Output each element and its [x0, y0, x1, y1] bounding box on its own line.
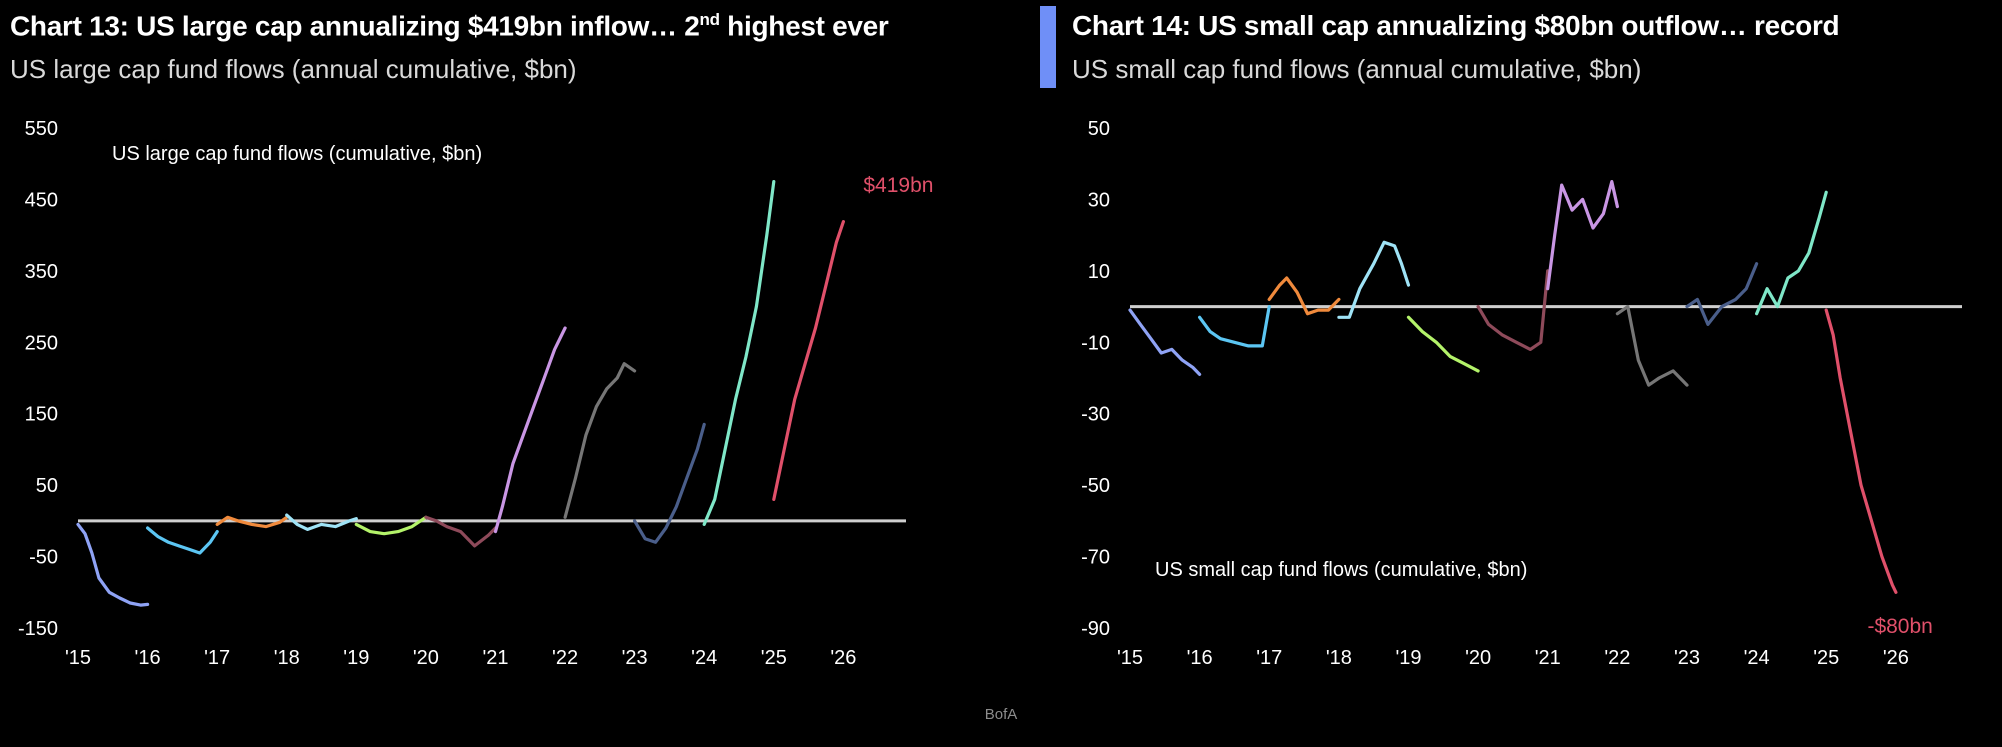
x-tick-label: '17 [204, 647, 230, 669]
y-tick-label: -50 [1081, 475, 1110, 497]
x-tick-label: '18 [1326, 647, 1352, 669]
y-tick-label: -10 [1081, 332, 1110, 354]
y-tick-label: -150 [18, 618, 58, 640]
y-tick-label: -70 [1081, 547, 1110, 569]
inner-chart-label: US small cap fund flows (cumulative, $bn… [1155, 559, 1527, 581]
x-tick-label: '21 [1535, 647, 1561, 669]
series-line [493, 326, 567, 534]
x-tick-label: '26 [1883, 647, 1909, 669]
series-line [215, 515, 289, 529]
x-tick-label: '15 [65, 647, 91, 669]
series-line [1755, 190, 1828, 316]
series-line [563, 362, 637, 519]
x-tick-label: '23 [1674, 647, 1700, 669]
x-tick-label: '22 [552, 647, 578, 669]
x-tick-label: '17 [1256, 647, 1282, 669]
y-tick-label: 550 [25, 118, 58, 140]
series-line [285, 513, 358, 531]
series-line [1476, 269, 1550, 351]
x-tick-label: '19 [343, 647, 369, 669]
x-tick-label: '25 [761, 647, 787, 669]
x-tick-label: '24 [1744, 647, 1770, 669]
chart-panel-right: Chart 14: US small cap annualizing $80bn… [1040, 0, 2002, 700]
source-label: BofA [984, 706, 1018, 723]
x-tick-label: '23 [622, 647, 648, 669]
series-line [1406, 315, 1480, 373]
x-tick-label: '18 [274, 647, 300, 669]
series-line [1685, 262, 1759, 326]
x-tick-label: '26 [830, 647, 856, 669]
chart-title: Chart 13: US large cap annualizing $419b… [10, 10, 889, 42]
series-line [354, 515, 428, 536]
x-tick-label: '24 [691, 647, 717, 669]
chart-title: Chart 14: US small cap annualizing $80bn… [1072, 10, 1840, 41]
y-tick-label: 150 [25, 404, 58, 426]
series-line [1615, 305, 1689, 387]
y-tick-label: -30 [1081, 404, 1110, 426]
series-line [146, 526, 219, 555]
line-chart-large-cap: 550 450 350 250 150 50 -50 -150 '15 '16 '17 '18 '19 '… [18, 118, 933, 669]
end-value-label: -$80bn [1867, 615, 1932, 638]
x-tick-label: '25 [1813, 647, 1839, 669]
x-tick-label: '20 [413, 647, 439, 669]
series-line [1337, 240, 1411, 319]
series-line [1198, 305, 1271, 348]
y-tick-label: 30 [1088, 189, 1110, 211]
y-tick-label: 450 [25, 189, 58, 211]
x-tick-label: '16 [135, 647, 161, 669]
series-line [1267, 276, 1341, 316]
chart-subtitle: US large cap fund flows (annual cumulati… [10, 54, 577, 84]
series-line [1546, 180, 1619, 291]
series-line [424, 515, 498, 548]
y-tick-label: 50 [1088, 118, 1110, 140]
y-tick-label: 50 [36, 475, 58, 497]
y-tick-label: -90 [1081, 618, 1110, 640]
x-tick-label: '15 [1117, 647, 1143, 669]
y-tick-label: 250 [25, 332, 58, 354]
series-line [633, 422, 706, 544]
x-tick-label: '20 [1465, 647, 1491, 669]
series-line [1128, 308, 1202, 376]
y-tick-label: 350 [25, 261, 58, 283]
chart-subtitle: US small cap fund flows (annual cumulati… [1072, 54, 1642, 84]
end-value-label: $419bn [863, 174, 933, 197]
series-line [76, 522, 150, 607]
series-line [772, 220, 845, 501]
x-tick-label: '19 [1395, 647, 1421, 669]
x-tick-label: '16 [1187, 647, 1213, 669]
y-tick-label: 10 [1088, 261, 1110, 283]
x-tick-label: '22 [1604, 647, 1630, 669]
line-chart-small-cap: 50 30 10 -10 -30 -50 -70 -90 '15 '16 '17 '18 '19 '20 '… [1081, 118, 1962, 669]
series-line [702, 180, 776, 526]
chart-panel-left: Chart 13: US large cap annualizing $419b… [0, 0, 1000, 700]
title-accent-bar [1040, 6, 1056, 88]
inner-chart-label: US large cap fund flows (cumulative, $bn… [112, 143, 482, 165]
y-tick-label: -50 [29, 547, 58, 569]
x-tick-label: '21 [482, 647, 508, 669]
series-line [1824, 308, 1898, 594]
